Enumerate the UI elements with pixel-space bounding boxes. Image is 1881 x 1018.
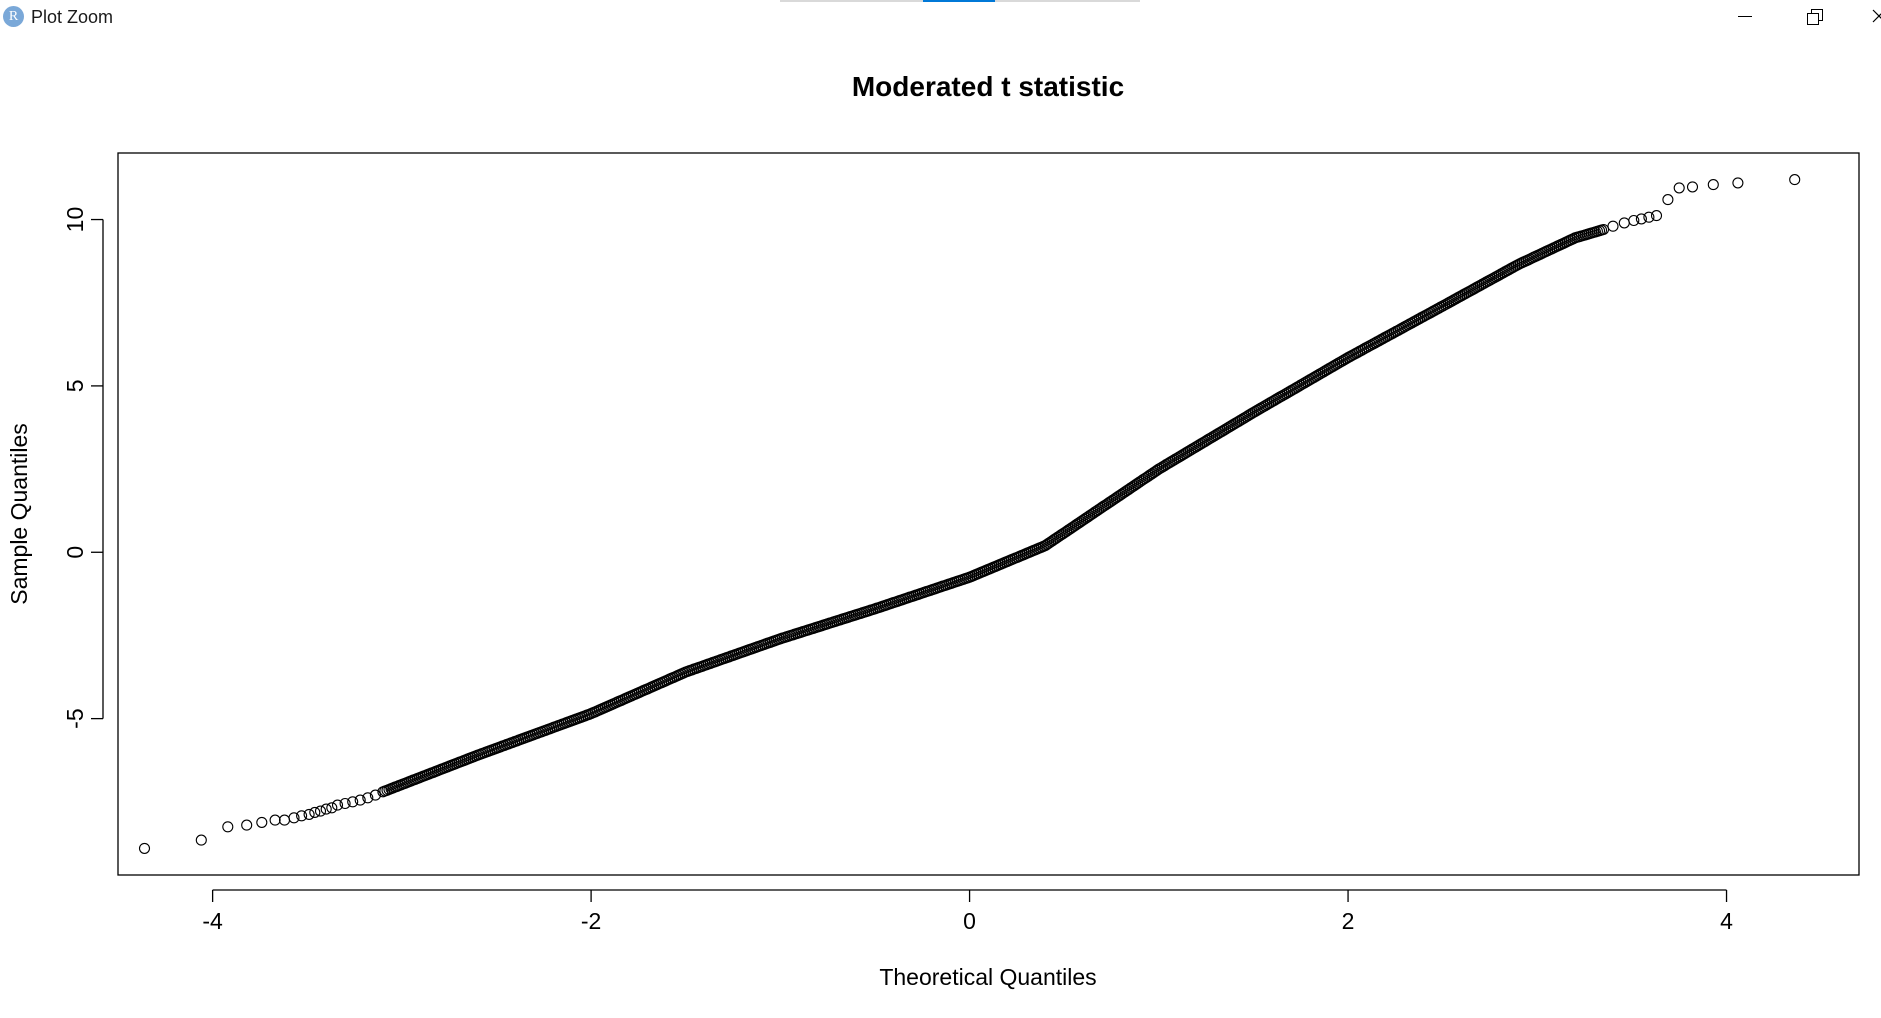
qq-point <box>269 814 281 826</box>
chart-title: Moderated t statistic <box>852 71 1124 102</box>
restore-button[interactable] <box>1785 0 1843 34</box>
qq-point <box>256 816 268 828</box>
y-axis: -5 0 5 10 <box>62 207 104 729</box>
qq-point <box>1628 214 1640 227</box>
y-tick-label: 10 <box>62 207 88 233</box>
y-axis-label: Sample Quantiles <box>6 423 32 605</box>
qq-point <box>1707 179 1719 191</box>
qq-point <box>303 808 315 820</box>
qq-point <box>1643 211 1655 223</box>
x-tick-label: -4 <box>202 908 223 934</box>
x-tick-label: -2 <box>581 908 601 934</box>
qq-point <box>320 803 332 815</box>
x-tick-label: 2 <box>1342 908 1355 934</box>
qq-point <box>288 812 300 824</box>
qq-point <box>314 805 327 817</box>
y-tick-label: -5 <box>62 708 88 728</box>
qq-point <box>309 806 321 818</box>
qq-point <box>138 842 151 854</box>
qq-plot: Moderated t statistic -4 -2 0 2 4 -5 0 5 10 The… <box>6 71 1860 990</box>
qq-point <box>222 821 234 833</box>
qq-point <box>339 797 351 810</box>
x-tick-label: 0 <box>963 908 976 934</box>
close-icon <box>1872 9 1881 23</box>
qq-point <box>241 819 253 831</box>
x-axis-label: Theoretical Quantiles <box>879 964 1096 990</box>
close-button[interactable] <box>1854 0 1881 34</box>
minimize-icon <box>1738 16 1752 17</box>
qq-point <box>1597 223 1610 236</box>
title-bar: R Plot Zoom <box>0 0 1881 34</box>
minimize-button[interactable] <box>1716 0 1774 34</box>
qq-point <box>1662 194 1674 206</box>
qq-point <box>347 796 359 808</box>
plot-frame <box>117 152 1860 876</box>
qq-point <box>1673 182 1685 194</box>
loading-progress-fill <box>923 0 995 2</box>
r-logo-icon: R <box>3 6 24 27</box>
qq-point <box>331 799 344 811</box>
y-tick-label: 0 <box>62 546 88 559</box>
qq-point <box>1618 217 1630 229</box>
window-title: Plot Zoom <box>31 7 114 27</box>
data-points <box>138 174 1801 854</box>
qq-point <box>278 814 291 826</box>
x-tick-label: 4 <box>1720 908 1733 934</box>
qq-point <box>362 792 374 804</box>
qq-point <box>354 794 366 806</box>
qq-point <box>195 834 207 846</box>
qq-point <box>1635 213 1647 225</box>
qq-point <box>1607 220 1619 232</box>
y-tick-label: 5 <box>62 380 88 393</box>
qq-point <box>1686 181 1699 193</box>
qq-point <box>369 789 381 801</box>
x-axis: -4 -2 0 2 4 <box>202 889 1733 934</box>
restore-icon <box>1807 9 1823 25</box>
qq-point <box>296 810 308 822</box>
qq-point <box>1789 174 1801 186</box>
qq-point <box>1732 177 1744 189</box>
qq-point <box>1650 210 1663 222</box>
qq-point <box>326 802 338 814</box>
